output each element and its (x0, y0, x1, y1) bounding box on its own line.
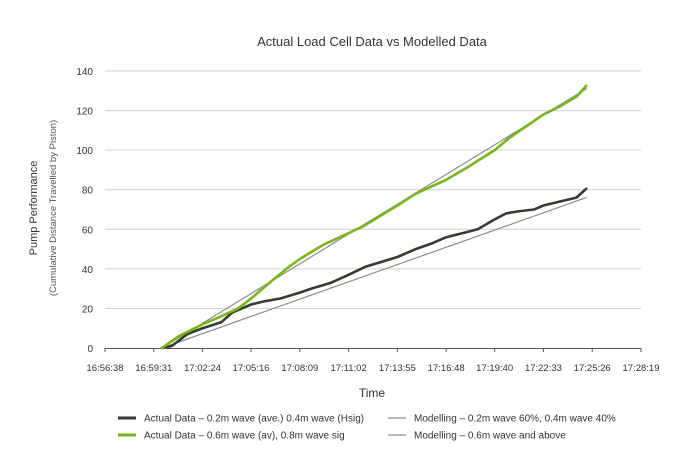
y-tick-label: 80 (82, 186, 94, 197)
y-tick-label: 100 (76, 146, 93, 157)
legend-label: Modelling – 0.2m wave 60%, 0.4m wave 40% (414, 414, 616, 425)
legend-label: Actual Data – 0.6m wave (av), 0.8m wave … (144, 431, 345, 442)
y-tick-label: 140 (76, 67, 93, 78)
x-tick-label: 17:11:02 (330, 363, 366, 374)
x-tick-label: 17:22:33 (525, 363, 562, 374)
y-tick-label: 20 (82, 304, 94, 315)
x-tick-label: 17:13:55 (379, 363, 416, 374)
x-tick-label: 16:59:31 (135, 363, 172, 374)
x-tick-label: 17:16:48 (428, 363, 465, 374)
x-tick-label: 17:05:16 (233, 363, 270, 374)
series-line-3 (161, 197, 587, 349)
legend-label: Actual Data – 0.2m wave (ave.) 0.4m wave… (144, 414, 364, 425)
series-lines (160, 84, 588, 350)
y-axis-label: Pump Performance (28, 161, 40, 256)
x-tick-label: 17:28:19 (623, 363, 660, 374)
x-tick-label: 17:08:09 (281, 363, 318, 374)
y-tick-label: 120 (76, 107, 93, 118)
series-line-2 (160, 84, 588, 350)
y-tick-labels: 0 20 40 60 80 100 120 140 (76, 67, 93, 355)
x-tick-label: 17:25:26 (574, 363, 611, 374)
x-tick-label: 17:19:40 (476, 363, 513, 374)
x-tick-labels: 16:56:38 16:59:31 17:02:24 17:05:16 17:08:09… (87, 348, 660, 374)
series-line-1 (160, 187, 588, 350)
x-axis-label: Time (359, 386, 386, 400)
legend: Actual Data – 0.2m wave (ave.) 0.4m wave… (118, 414, 616, 442)
y-axis-sublabel: (Cumulative Distance Travelled by Piston… (48, 120, 59, 296)
chart-title: Actual Load Cell Data vs Modelled Data (257, 34, 488, 49)
grid (105, 70, 641, 309)
y-tick-label: 0 (87, 344, 93, 355)
x-tick-label: 16:56:38 (87, 363, 124, 374)
legend-label: Modelling – 0.6m wave and above (414, 431, 566, 442)
y-tick-label: 40 (82, 265, 94, 276)
x-tick-label: 17:02:24 (184, 363, 221, 374)
y-tick-label: 60 (82, 225, 94, 236)
